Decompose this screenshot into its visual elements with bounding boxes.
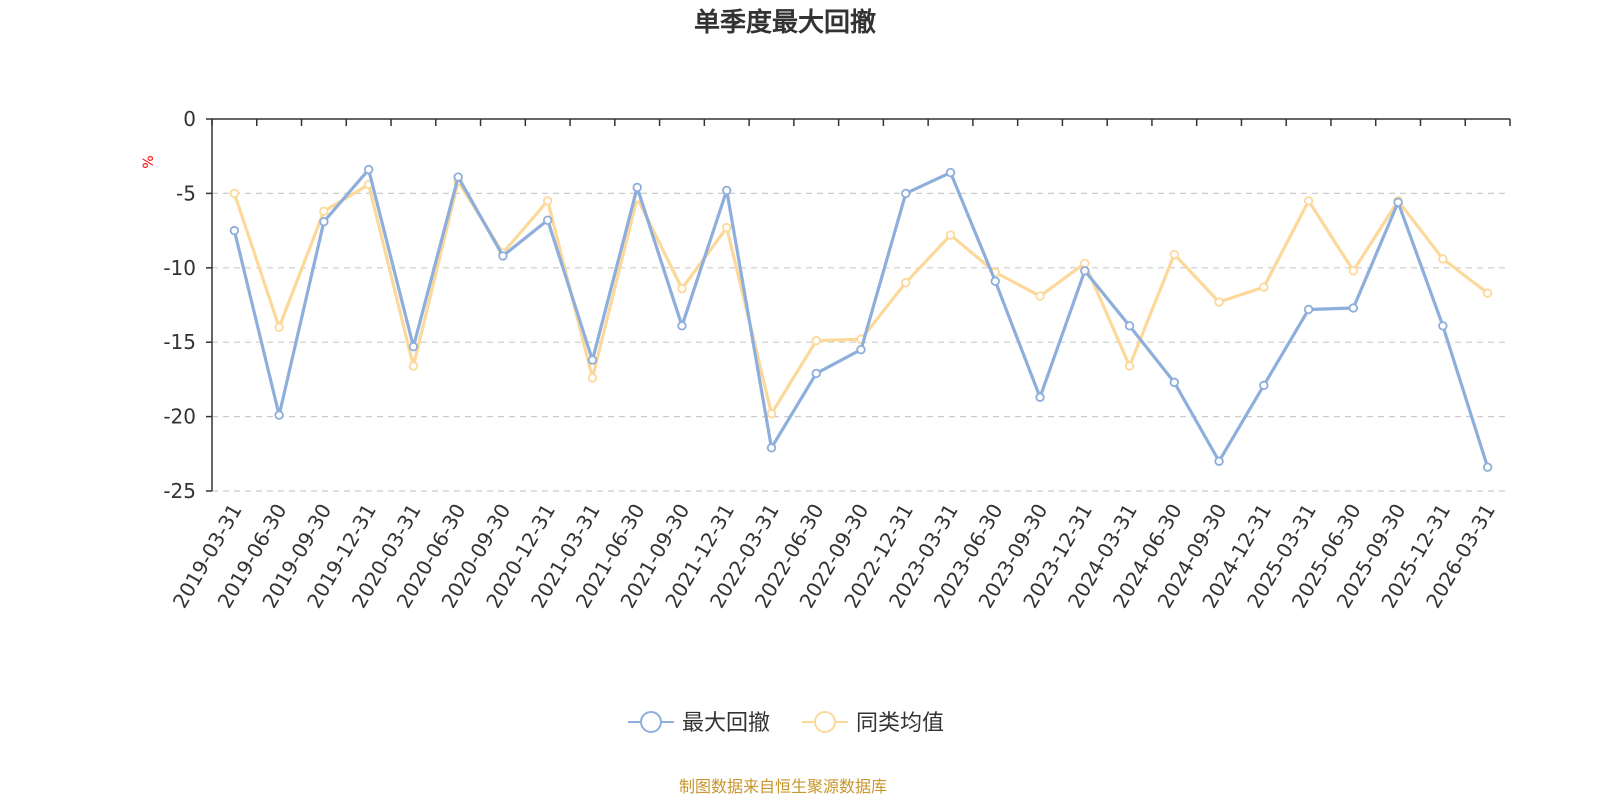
data-point [229, 225, 240, 236]
data-point [677, 321, 687, 331]
y-tick-label: 0 [183, 107, 196, 131]
axes [206, 118, 1511, 492]
data-point [229, 188, 240, 199]
data-point [722, 185, 732, 196]
data-point [274, 410, 284, 420]
data-point [1035, 291, 1045, 301]
data-point [1259, 380, 1269, 391]
data-point [632, 182, 642, 193]
data-point [1080, 258, 1090, 269]
data-point [1303, 304, 1314, 315]
y-tick-label: -5 [176, 181, 196, 205]
y-tick-label: -25 [163, 479, 196, 503]
data-point [722, 222, 732, 233]
data-point [1214, 456, 1224, 466]
y-tick-labels: 0 -5 -10 -15 -20 -25 [163, 107, 196, 503]
data-point [498, 251, 508, 261]
data-point [901, 188, 911, 199]
data-point [1348, 303, 1359, 313]
data-point [766, 408, 777, 419]
data-point [542, 215, 553, 225]
data-point [1348, 266, 1359, 276]
series-line-1 [232, 179, 1490, 416]
data-point [1214, 297, 1224, 307]
y-axis-unit: % [141, 155, 157, 168]
data-point [1438, 254, 1448, 264]
legend-label-0[interactable]: 最大回撤 [682, 711, 770, 736]
data-point [1080, 266, 1090, 276]
data-point [274, 322, 284, 333]
data-point [363, 164, 374, 175]
y-tick-label: -10 [163, 256, 196, 280]
data-point [453, 172, 463, 182]
data-point [587, 373, 598, 383]
series-lines [229, 164, 1493, 472]
data-point [542, 196, 553, 206]
data-point [1482, 288, 1493, 298]
data-point [1169, 377, 1180, 388]
legend-marker-1[interactable] [814, 711, 836, 733]
legend-marker-0[interactable] [640, 711, 662, 733]
data-point [945, 230, 956, 240]
data-point [1124, 361, 1135, 371]
data-point [319, 206, 329, 216]
series-line-0 [232, 167, 1490, 469]
x-tick-labels: 2019-03-312019-06-302019-09-302019-12-31… [168, 500, 1500, 613]
data-point [811, 368, 821, 379]
y-tick-label: -15 [163, 330, 196, 354]
data-point [901, 277, 911, 288]
data-point [1482, 462, 1493, 472]
data-point [1124, 321, 1135, 331]
data-point [677, 283, 687, 294]
data-point [1438, 321, 1448, 331]
data-point [766, 443, 777, 453]
data-point [587, 355, 598, 365]
data-point [1035, 392, 1045, 402]
data-point [319, 216, 329, 227]
data-point [1259, 282, 1269, 292]
data-point [811, 336, 821, 346]
source-note: 制图数据来自恒生聚源数据库 [679, 777, 887, 796]
data-point [408, 341, 419, 352]
data-point [990, 276, 1000, 286]
data-point [945, 167, 956, 178]
y-tick-label: -20 [163, 405, 196, 429]
legend-label-1[interactable]: 同类均值 [856, 711, 944, 736]
data-point [1169, 249, 1180, 260]
data-point [856, 344, 866, 355]
chart-title: 单季度最大回撤 [694, 7, 876, 38]
data-point [408, 361, 419, 371]
legend[interactable]: 最大回撤 同类均值 [628, 711, 944, 736]
data-point [1303, 196, 1314, 206]
data-point [1393, 197, 1403, 208]
